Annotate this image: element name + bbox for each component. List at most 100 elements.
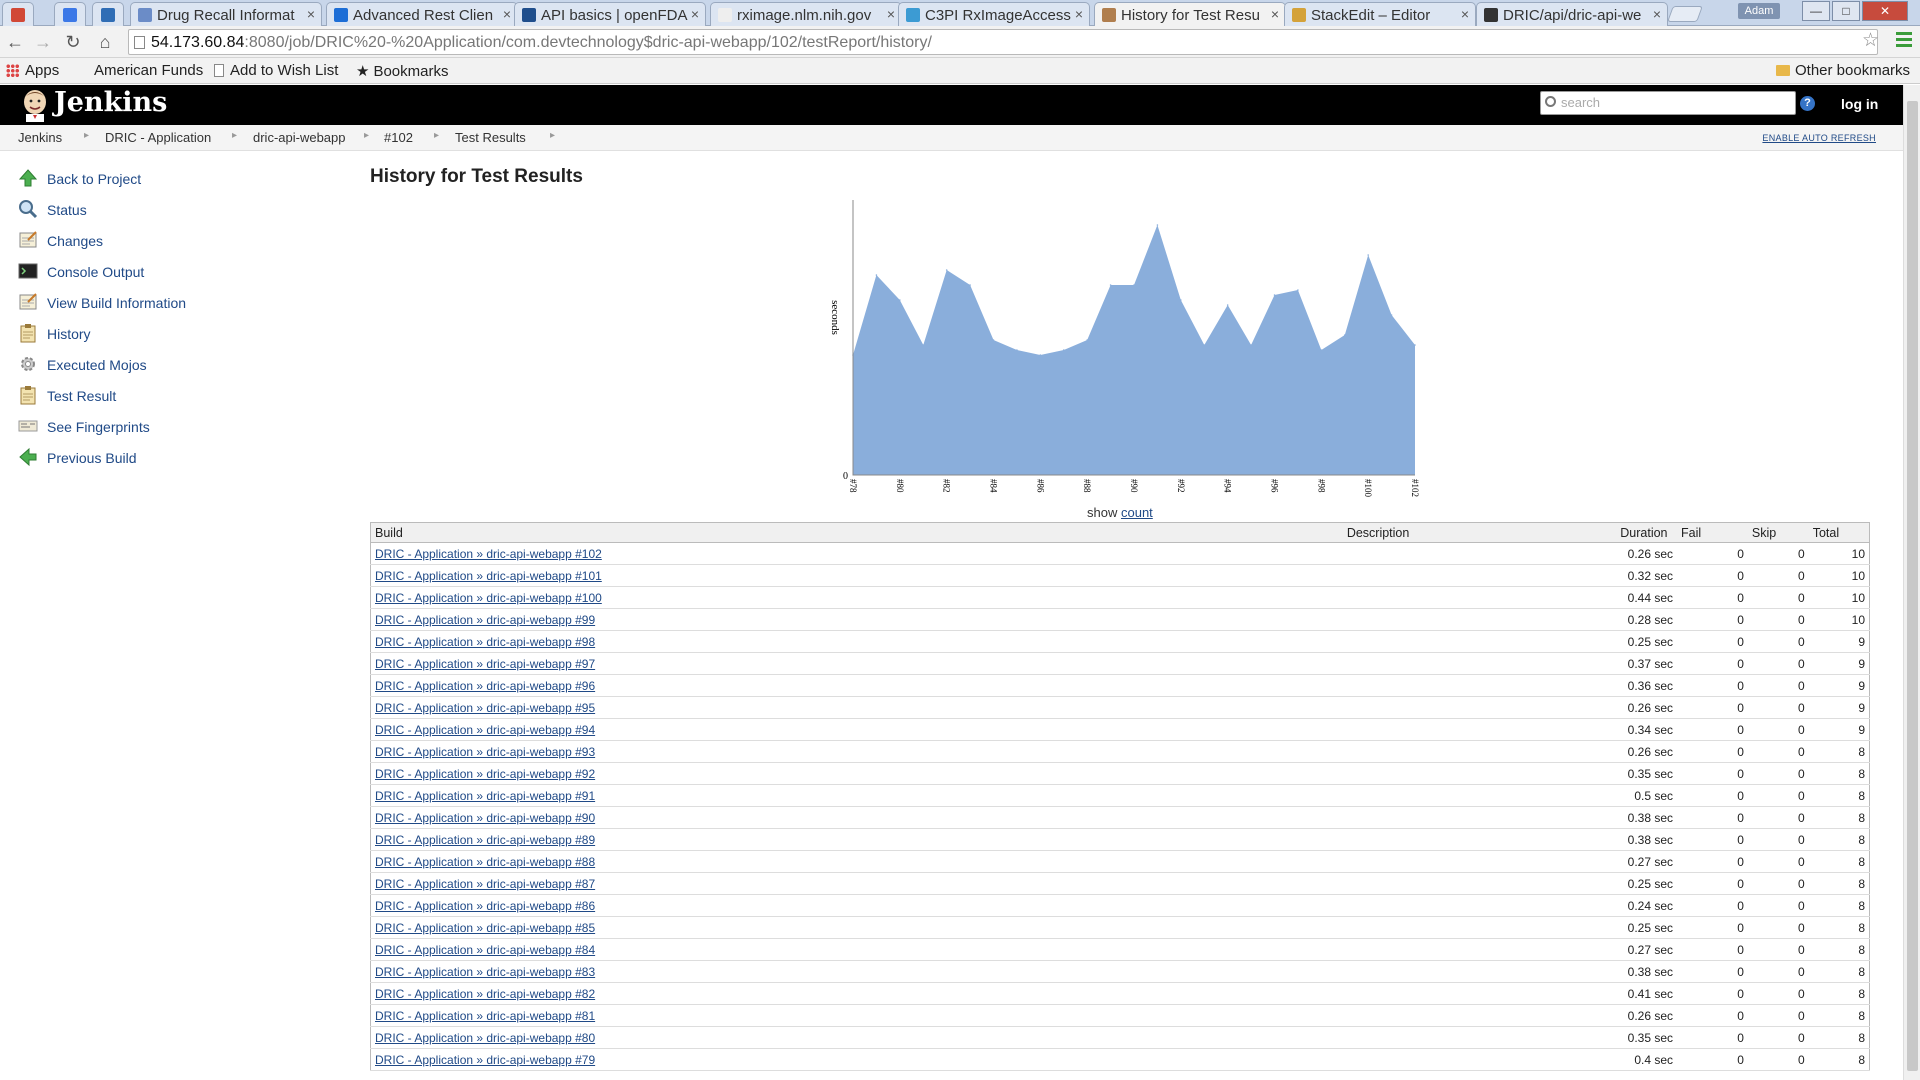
- task-executed-mojos[interactable]: Executed Mojos: [18, 354, 318, 385]
- reload-icon[interactable]: ↻: [65, 32, 81, 52]
- column-header-duration[interactable]: Duration: [1616, 522, 1678, 543]
- task-link[interactable]: Console Output: [47, 264, 145, 280]
- task-link[interactable]: Previous Build: [47, 450, 137, 466]
- task-link[interactable]: Status: [47, 202, 87, 218]
- build-link[interactable]: DRIC - Application » dric-api-webapp #84: [375, 942, 596, 957]
- build-link[interactable]: DRIC - Application » dric-api-webapp #87: [375, 876, 596, 891]
- column-header-build[interactable]: Build: [370, 522, 1343, 543]
- page-scrollbar[interactable]: [1903, 85, 1920, 1080]
- build-link[interactable]: DRIC - Application » dric-api-webapp #83: [375, 964, 596, 979]
- build-link[interactable]: DRIC - Application » dric-api-webapp #80: [375, 1030, 596, 1045]
- build-link[interactable]: DRIC - Application » dric-api-webapp #97: [375, 656, 596, 671]
- build-link[interactable]: DRIC - Application » dric-api-webapp #86: [375, 898, 596, 913]
- task-history[interactable]: History: [18, 323, 318, 354]
- build-link[interactable]: DRIC - Application » dric-api-webapp #98: [375, 634, 596, 649]
- browser-tab[interactable]: DRIC/api/dric-api-we ×: [1476, 2, 1668, 26]
- build-link[interactable]: DRIC - Application » dric-api-webapp #81: [375, 1008, 596, 1023]
- scrollbar-thumb[interactable]: [1907, 101, 1918, 1071]
- build-link[interactable]: DRIC - Application » dric-api-webapp #99: [375, 612, 596, 627]
- column-header-fail[interactable]: Fail: [1677, 522, 1748, 543]
- task-link[interactable]: Test Result: [47, 388, 117, 404]
- task-changes[interactable]: Changes: [18, 230, 318, 261]
- close-tab-icon[interactable]: ×: [306, 6, 315, 22]
- build-link[interactable]: DRIC - Application » dric-api-webapp #95: [375, 700, 596, 715]
- build-link[interactable]: DRIC - Application » dric-api-webapp #79: [375, 1052, 596, 1067]
- build-link[interactable]: DRIC - Application » dric-api-webapp #10…: [375, 546, 602, 561]
- new-tab-button[interactable]: [1667, 6, 1703, 22]
- close-tab-icon[interactable]: ×: [886, 6, 895, 22]
- task-link[interactable]: Changes: [47, 233, 104, 249]
- close-window-button[interactable]: ✕: [1862, 1, 1908, 21]
- pinned-tab[interactable]: [2, 2, 34, 26]
- task-back-to-project[interactable]: Back to Project: [18, 168, 318, 199]
- build-link[interactable]: DRIC - Application » dric-api-webapp #88: [375, 854, 596, 869]
- user-profile-badge[interactable]: Adam: [1738, 3, 1780, 19]
- browser-tab[interactable]: Advanced Rest Clien ×: [326, 2, 518, 26]
- bookmark-apps[interactable]: Apps: [6, 62, 59, 79]
- task-status[interactable]: Status: [18, 199, 318, 230]
- task-link[interactable]: Back to Project: [47, 171, 142, 187]
- task-see-fingerprints[interactable]: See Fingerprints: [18, 416, 318, 447]
- task-link[interactable]: See Fingerprints: [47, 419, 150, 435]
- jenkins-butler-icon[interactable]: [20, 88, 50, 122]
- column-header-total[interactable]: Total: [1808, 522, 1870, 543]
- bookmark-wish-list[interactable]: Add to Wish List: [214, 62, 338, 79]
- build-link[interactable]: DRIC - Application » dric-api-webapp #82: [375, 986, 596, 1001]
- task-view-build-information[interactable]: View Build Information: [18, 292, 318, 323]
- breadcrumb-jenkins[interactable]: Jenkins: [18, 130, 63, 145]
- task-link[interactable]: History: [47, 326, 91, 342]
- close-tab-icon[interactable]: ×: [690, 6, 699, 22]
- bookmark-bookmarks[interactable]: ★ Bookmarks: [356, 62, 448, 80]
- count-link[interactable]: count: [1120, 505, 1153, 520]
- home-icon[interactable]: ⌂: [99, 32, 111, 52]
- close-tab-icon[interactable]: ×: [1460, 6, 1469, 22]
- address-bar[interactable]: 54.173.60.84:8080/job/DRIC%20-%20Applica…: [128, 29, 1878, 55]
- jenkins-title[interactable]: Jenkins: [54, 87, 168, 118]
- breadcrumb-webapp[interactable]: dric-api-webapp: [253, 130, 346, 145]
- tab-active[interactable]: History for Test Resu ×: [1094, 2, 1286, 27]
- task-test-result[interactable]: Test Result: [18, 385, 318, 416]
- help-icon[interactable]: ?: [1800, 96, 1815, 111]
- browser-menu-icon[interactable]: [1896, 32, 1912, 48]
- column-header-description[interactable]: Description: [1342, 522, 1617, 543]
- breadcrumb-test-results[interactable]: Test Results: [455, 130, 526, 145]
- build-link[interactable]: DRIC - Application » dric-api-webapp #90: [375, 810, 596, 825]
- build-link[interactable]: DRIC - Application » dric-api-webapp #10…: [375, 590, 602, 605]
- browser-tab[interactable]: Drug Recall Informat ×: [130, 2, 322, 26]
- close-tab-icon[interactable]: ×: [1270, 6, 1279, 22]
- build-link[interactable]: DRIC - Application » dric-api-webapp #94: [375, 722, 596, 737]
- back-icon[interactable]: ←: [6, 32, 24, 52]
- search-input[interactable]: search: [1540, 91, 1796, 115]
- browser-tab[interactable]: C3PI RxImageAccess ×: [898, 2, 1090, 26]
- maximize-button[interactable]: □: [1832, 1, 1860, 21]
- pinned-tab[interactable]: [54, 2, 86, 26]
- task-link[interactable]: View Build Information: [47, 295, 187, 311]
- breadcrumb-build[interactable]: #102: [384, 130, 413, 145]
- task-console-output[interactable]: Console Output: [18, 261, 318, 292]
- build-link[interactable]: DRIC - Application » dric-api-webapp #85: [375, 920, 596, 935]
- task-previous-build[interactable]: Previous Build: [18, 447, 318, 478]
- browser-tab[interactable]: API basics | openFDA ×: [514, 2, 706, 26]
- close-tab-icon[interactable]: ×: [1652, 6, 1661, 22]
- build-link[interactable]: DRIC - Application » dric-api-webapp #93: [375, 744, 596, 759]
- bookmark-other[interactable]: Other bookmarks: [1776, 62, 1910, 79]
- breadcrumb-application[interactable]: DRIC - Application: [105, 130, 212, 145]
- login-link[interactable]: log in: [1841, 96, 1879, 112]
- bookmark-american-funds[interactable]: American Funds: [94, 62, 203, 79]
- task-link[interactable]: Executed Mojos: [47, 357, 147, 373]
- build-link[interactable]: DRIC - Application » dric-api-webapp #10…: [375, 568, 602, 583]
- browser-tab[interactable]: StackEdit – Editor ×: [1284, 2, 1476, 26]
- browser-tab[interactable]: rximage.nlm.nih.gov ×: [710, 2, 902, 26]
- forward-icon[interactable]: →: [34, 32, 52, 52]
- build-link[interactable]: DRIC - Application » dric-api-webapp #89: [375, 832, 596, 847]
- build-link[interactable]: DRIC - Application » dric-api-webapp #92: [375, 766, 596, 781]
- close-tab-icon[interactable]: ×: [502, 6, 511, 22]
- enable-auto-refresh-link[interactable]: ENABLE AUTO REFRESH: [1762, 133, 1876, 143]
- close-tab-icon[interactable]: ×: [1074, 6, 1083, 22]
- column-header-skip[interactable]: Skip: [1747, 522, 1809, 543]
- bookmark-star-icon[interactable]: ☆: [1862, 30, 1880, 51]
- minimize-button[interactable]: —: [1802, 1, 1830, 21]
- pinned-tab[interactable]: [92, 2, 124, 26]
- build-link[interactable]: DRIC - Application » dric-api-webapp #96: [375, 678, 596, 693]
- build-link[interactable]: DRIC - Application » dric-api-webapp #91: [375, 788, 596, 803]
